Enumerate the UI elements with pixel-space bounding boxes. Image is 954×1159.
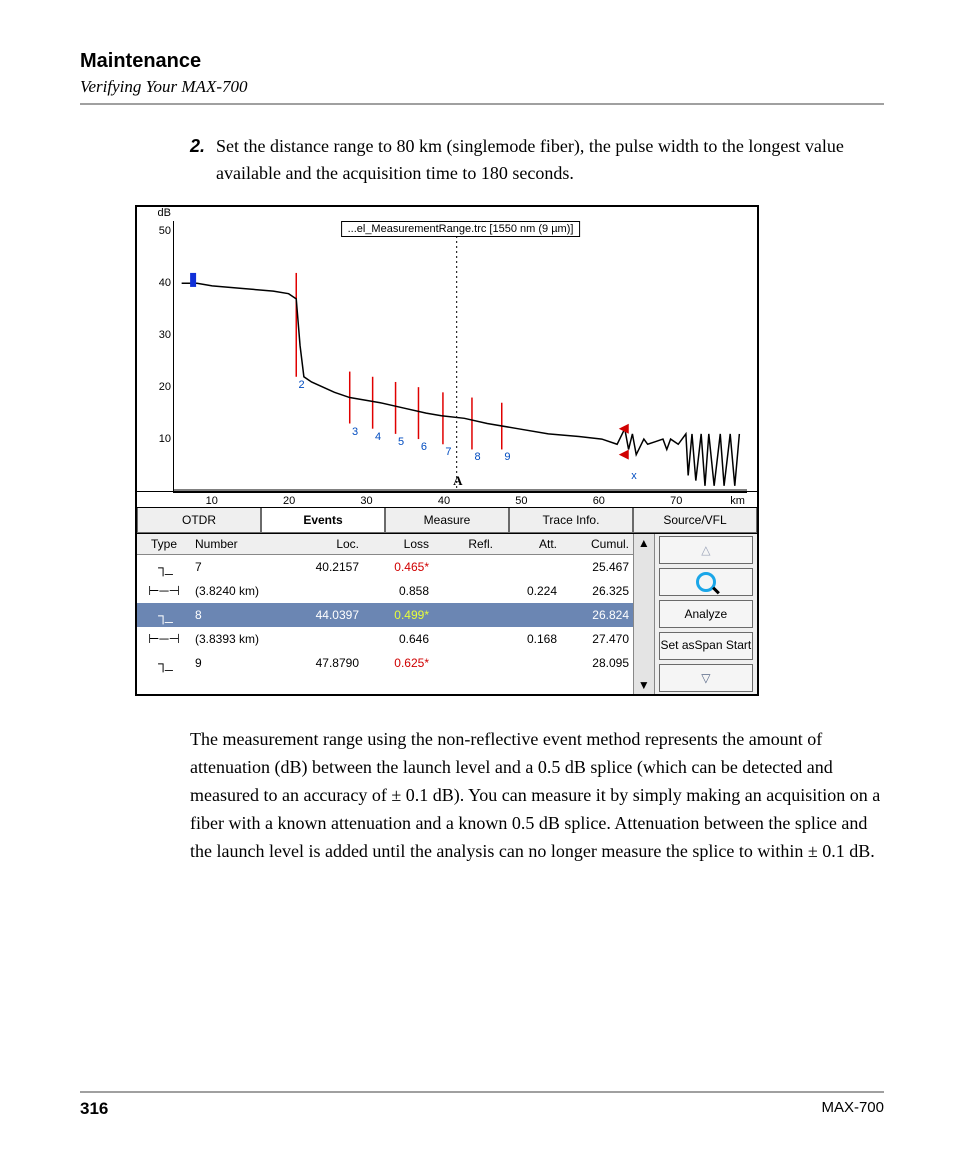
x-tick: 70 <box>638 493 715 507</box>
tab-trace-info-[interactable]: Trace Info. <box>509 508 633 533</box>
tab-measure[interactable]: Measure <box>385 508 509 533</box>
step-item: 2. Set the distance range to 80 km (sing… <box>190 133 884 187</box>
scroll-down-icon[interactable]: ▼ <box>638 676 650 694</box>
tab-bar: OTDREventsMeasureTrace Info.Source/VFL <box>137 507 757 533</box>
page-footer: 316 MAX-700 <box>80 1091 884 1119</box>
chapter-title: Maintenance <box>80 50 884 73</box>
tab-otdr[interactable]: OTDR <box>137 508 261 533</box>
event-label: 8 <box>474 451 480 463</box>
splice-icon: ┐_ <box>158 607 170 623</box>
column-header[interactable]: Cumul. <box>561 534 633 554</box>
otdr-screenshot: dB 1020304050 ...el_MeasurementRange.trc… <box>135 205 759 696</box>
y-axis-unit: dB <box>158 207 171 219</box>
x-axis-unit: km <box>715 493 747 507</box>
table-row[interactable]: ┐_740.21570.465*25.467 <box>137 555 633 579</box>
analyze-button[interactable]: Analyze <box>659 600 753 628</box>
event-label: 9 <box>504 451 510 463</box>
column-header[interactable]: Number <box>191 534 283 554</box>
x-tick: 60 <box>560 493 637 507</box>
column-header[interactable]: Att. <box>497 534 561 554</box>
column-header[interactable]: Type <box>137 534 191 554</box>
table-row[interactable]: ┐_947.87900.625*28.095 <box>137 651 633 675</box>
column-header[interactable]: Loss <box>363 534 433 554</box>
x-tick: 40 <box>405 493 482 507</box>
a-marker-label: A <box>453 473 462 489</box>
event-label: 7 <box>445 446 451 458</box>
chart-plot: ...el_MeasurementRange.trc [1550 nm (9 µ… <box>173 221 747 491</box>
footer-rule <box>80 1091 884 1093</box>
page-down-button[interactable]: ▽ <box>659 664 753 692</box>
events-table: TypeNumberLoc.LossRefl.Att.Cumul.┐_740.2… <box>137 534 633 694</box>
y-tick: 40 <box>159 277 171 289</box>
splice-icon: ┐_ <box>158 559 170 575</box>
table-row[interactable]: ⊢─⊣(3.8240 km)0.8580.22426.325 <box>137 579 633 603</box>
y-tick: 10 <box>159 433 171 445</box>
magnifier-icon <box>696 572 716 592</box>
event-label: 3 <box>352 426 358 438</box>
column-header[interactable]: Refl. <box>433 534 497 554</box>
scrollbar[interactable]: ▲ ▼ <box>633 534 654 694</box>
header-rule <box>80 103 884 105</box>
table-row[interactable]: ⊢─⊣(3.8393 km)0.6460.16827.470 <box>137 627 633 651</box>
tab-source-vfl[interactable]: Source/VFL <box>633 508 757 533</box>
section-subtitle: Verifying Your MAX-700 <box>80 77 884 97</box>
x-marker-label: x <box>631 470 637 482</box>
splice-icon: ┐_ <box>158 655 170 671</box>
event-label: 2 <box>298 379 304 391</box>
tab-events[interactable]: Events <box>261 508 385 533</box>
column-header[interactable]: Loc. <box>283 534 363 554</box>
model-label: MAX-700 <box>821 1099 884 1119</box>
x-axis: 10203040506070km <box>173 492 747 507</box>
y-tick: 20 <box>159 381 171 393</box>
chart-title: ...el_MeasurementRange.trc [1550 nm (9 µ… <box>341 221 581 237</box>
x-tick: 30 <box>328 493 405 507</box>
zoom-button[interactable] <box>659 568 753 596</box>
y-tick: 50 <box>159 225 171 237</box>
step-text: Set the distance range to 80 km (singlem… <box>216 133 884 187</box>
segment-icon: ⊢─⊣ <box>148 583 180 598</box>
body-paragraph: The measurement range using the non-refl… <box>190 726 884 865</box>
y-tick: 30 <box>159 329 171 341</box>
span-start-button[interactable]: Set asSpan Start <box>659 632 753 660</box>
x-tick: 20 <box>250 493 327 507</box>
x-tick: 10 <box>173 493 250 507</box>
y-axis: dB 10 20 30 40 50 <box>137 207 173 491</box>
page-number: 316 <box>80 1099 108 1119</box>
x-tick: 50 <box>483 493 560 507</box>
table-row[interactable]: ┐_844.03970.499*26.824 <box>137 603 633 627</box>
event-label: 4 <box>375 431 381 443</box>
segment-icon: ⊢─⊣ <box>148 631 180 646</box>
page-up-button[interactable]: △ <box>659 536 753 564</box>
step-number: 2. <box>190 133 216 187</box>
side-panel: △ Analyze Set asSpan Start ▽ <box>654 534 757 694</box>
scroll-up-icon[interactable]: ▲ <box>638 534 650 552</box>
event-label: 6 <box>421 441 427 453</box>
event-label: 5 <box>398 436 404 448</box>
